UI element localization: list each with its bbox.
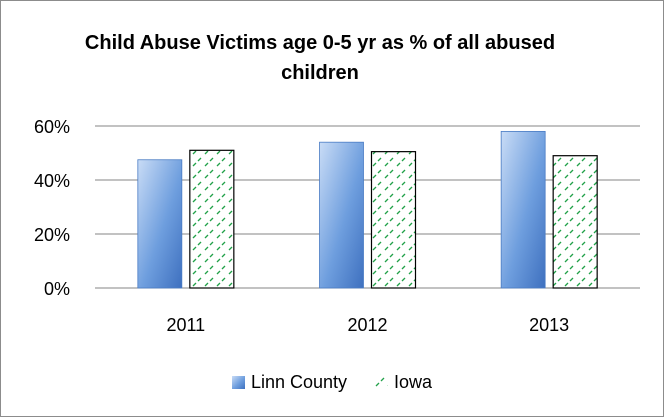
gridlines bbox=[95, 125, 640, 289]
legend-label-iowa: Iowa bbox=[394, 372, 433, 392]
bar-linn-county-2013 bbox=[500, 130, 546, 289]
legend-label-linn: Linn County bbox=[250, 372, 348, 392]
x-tick-labels: 2011 2012 2013 bbox=[166, 315, 569, 335]
legend-item-iowa: Iowa bbox=[375, 372, 432, 393]
bar-linn-county-2011 bbox=[137, 159, 183, 289]
x-tick-label: 2012 bbox=[347, 315, 387, 335]
legend-swatch-linn bbox=[231, 376, 245, 389]
y-tick-labels: 0% 20% 40% 60% bbox=[34, 117, 70, 299]
y-tick-label: 0% bbox=[44, 279, 70, 299]
chart-title: Child Abuse Victims age 0-5 yr as % of a… bbox=[84, 32, 556, 84]
legend-item-linn: Linn County bbox=[231, 372, 348, 393]
y-tick-label: 60% bbox=[34, 117, 70, 137]
bars-group bbox=[137, 130, 598, 289]
y-tick-label: 40% bbox=[34, 171, 70, 191]
bar-iowa-2012 bbox=[370, 151, 417, 289]
x-tick-label: 2013 bbox=[529, 315, 569, 335]
bar-linn-county-2012 bbox=[319, 141, 364, 289]
bar-iowa-2011 bbox=[189, 149, 235, 289]
legend-swatch-iowa bbox=[375, 376, 389, 389]
x-tick-label: 2011 bbox=[166, 315, 205, 335]
y-tick-label: 20% bbox=[34, 225, 70, 245]
legend: Linn County Iowa bbox=[0, 372, 664, 393]
bar-iowa-2013 bbox=[552, 155, 598, 289]
